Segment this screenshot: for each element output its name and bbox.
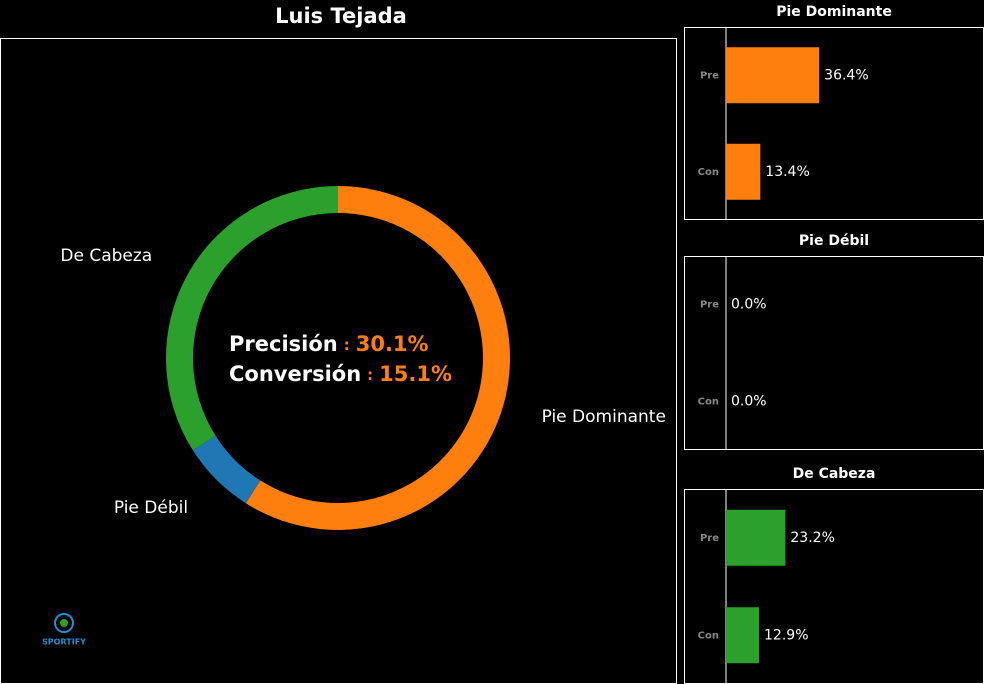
panel-frame bbox=[684, 256, 984, 450]
logo-text: SPORTIFY bbox=[42, 638, 86, 647]
category-label: Pre bbox=[700, 70, 719, 81]
slice-label: De Cabeza bbox=[60, 246, 152, 266]
chart-title: Luis Tejada bbox=[275, 4, 407, 28]
donut-panel bbox=[0, 38, 677, 684]
stat-separator: : bbox=[344, 336, 350, 354]
category-label: Con bbox=[698, 630, 719, 641]
logo-icon-core bbox=[60, 619, 68, 627]
value-label: 36.4% bbox=[824, 67, 868, 83]
center-stat: Precisión:30.1% bbox=[229, 332, 429, 356]
panel-title: Pie Dominante bbox=[776, 4, 892, 20]
logo-icon bbox=[54, 613, 74, 633]
stat-label: Conversión bbox=[229, 362, 361, 386]
slice-label: Pie Dominante bbox=[542, 407, 666, 427]
value-label: 13.4% bbox=[765, 164, 809, 180]
category-label: Pre bbox=[700, 300, 719, 311]
center-stat: Conversión:15.1% bbox=[229, 362, 452, 386]
bar bbox=[726, 607, 760, 664]
donut-slice bbox=[192, 435, 261, 504]
donut-slice bbox=[166, 186, 338, 451]
slice-label: Pie Débil bbox=[114, 498, 188, 518]
panel-title: Pie Débil bbox=[799, 233, 869, 249]
value-label: 0.0% bbox=[731, 297, 767, 313]
donut-slice bbox=[245, 186, 511, 530]
panel-title: De Cabeza bbox=[793, 466, 876, 482]
stat-separator: : bbox=[367, 366, 373, 384]
bar bbox=[726, 47, 820, 104]
value-label: 23.2% bbox=[790, 530, 834, 546]
category-label: Pre bbox=[700, 533, 719, 544]
bar bbox=[726, 143, 761, 200]
category-label: Con bbox=[698, 167, 719, 178]
stat-label: Precisión bbox=[229, 332, 338, 356]
category-label: Con bbox=[698, 397, 719, 408]
value-label: 0.0% bbox=[731, 394, 767, 410]
stat-value: 30.1% bbox=[356, 332, 429, 356]
bar bbox=[726, 509, 786, 566]
value-label: 12.9% bbox=[764, 627, 808, 643]
stat-value: 15.1% bbox=[379, 362, 452, 386]
logo: SPORTIFY bbox=[42, 613, 86, 647]
